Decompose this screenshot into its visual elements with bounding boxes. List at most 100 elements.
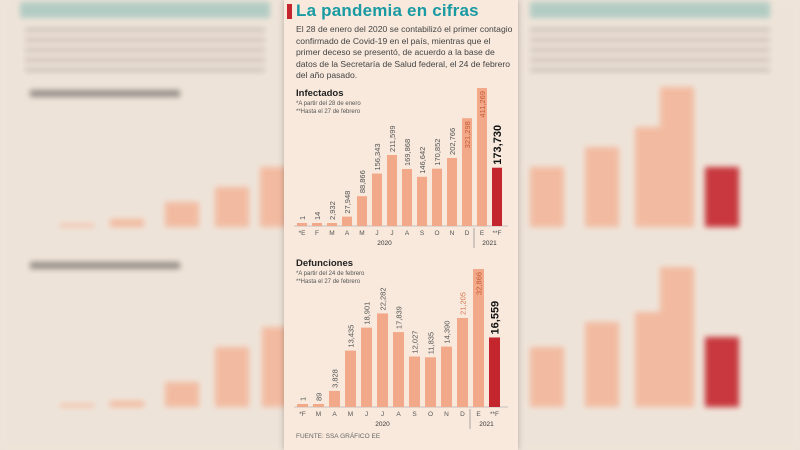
bg-bar — [660, 87, 694, 227]
chart-title: Defunciones — [296, 258, 353, 269]
year-label: 2021 — [482, 240, 497, 247]
chart-note: **Hasta el 27 de febrero — [296, 279, 361, 285]
value-label: 21,205 — [459, 292, 468, 315]
intro-text: El 28 de enero del 2020 se contabilizó e… — [296, 24, 513, 80]
bg-text-line — [25, 38, 265, 42]
value-label: 14,390 — [443, 321, 452, 344]
chart-note: *A partir del 24 de febrero — [296, 271, 365, 277]
x-tick-label: A — [405, 230, 410, 237]
bg-bar — [165, 202, 199, 227]
value-label: 170,852 — [433, 139, 442, 166]
value-label: 13,435 — [347, 325, 356, 348]
value-label: 2,932 — [328, 201, 337, 220]
bg-bar — [60, 404, 94, 407]
x-tick-label: J — [381, 411, 384, 418]
value-label: 321,298 — [463, 121, 472, 148]
bg-bar — [530, 167, 564, 227]
bg-text-line — [25, 58, 265, 62]
bar — [329, 390, 340, 407]
x-tick-label: F — [315, 230, 319, 237]
bar — [417, 176, 427, 226]
value-label: 17,839 — [395, 306, 404, 329]
bg-bar — [110, 401, 144, 407]
bar — [447, 157, 457, 226]
bar — [462, 118, 472, 226]
year-label: 2020 — [377, 240, 392, 247]
chart-note: *A partir del 28 de enero — [296, 101, 361, 107]
x-tick-label: J — [365, 411, 368, 418]
x-tick-label: M — [329, 230, 334, 237]
bg-bar — [215, 187, 249, 227]
bg-text-line — [25, 48, 265, 52]
value-label: 1 — [299, 397, 308, 401]
bar — [457, 317, 468, 407]
bg-bar — [585, 322, 619, 407]
x-tick-label: A — [345, 230, 350, 237]
bar — [372, 173, 382, 226]
x-tick-label: J — [390, 230, 393, 237]
source-text: FUENTE: SSA GRÁFICO EE — [296, 431, 381, 440]
bg-text-line — [530, 48, 770, 52]
value-label: 3,828 — [331, 369, 340, 388]
bg-text-line — [25, 28, 265, 32]
bar — [297, 404, 308, 407]
bar — [492, 167, 502, 226]
bar — [361, 327, 372, 407]
value-label: 211,599 — [388, 125, 397, 152]
year-label: 2020 — [375, 421, 390, 428]
bar — [342, 216, 352, 226]
bg-bar — [165, 382, 199, 407]
value-label: 146,642 — [418, 147, 427, 174]
bg-bar — [705, 337, 739, 407]
value-label: 11,835 — [427, 332, 436, 354]
x-tick-label: D — [460, 411, 465, 418]
bar — [312, 223, 322, 226]
bar — [489, 337, 500, 407]
value-label: 1 — [298, 216, 307, 220]
value-label: 89 — [315, 393, 324, 401]
x-tick-label: S — [412, 411, 417, 418]
x-tick-label: *F — [299, 411, 306, 418]
value-label: 173,730 — [492, 125, 504, 165]
bg-heading — [30, 262, 180, 269]
bg-heading — [30, 90, 180, 97]
value-label: 14 — [313, 212, 322, 220]
x-tick-label: N — [444, 411, 449, 418]
infographic-panel: La pandemia en cifras El 28 de enero del… — [284, 0, 518, 450]
x-tick-label: N — [450, 230, 455, 237]
bar — [477, 88, 487, 226]
value-label: 12,027 — [411, 331, 420, 354]
bg-bar — [60, 224, 94, 227]
chart-note: **Hasta el 27 de febrero — [296, 109, 361, 115]
x-tick-label: M — [348, 411, 353, 418]
value-label: 18,901 — [363, 302, 372, 325]
x-tick-label: J — [375, 230, 378, 237]
x-tick-label: O — [434, 230, 439, 237]
bar — [432, 168, 442, 226]
bar — [425, 357, 436, 407]
bg-text-line — [530, 58, 770, 62]
bg-title-left — [20, 2, 270, 18]
bg-bar — [530, 347, 564, 407]
bar — [409, 356, 420, 407]
x-tick-label: **F — [492, 230, 501, 237]
x-tick-label: E — [476, 411, 481, 418]
value-label: 32,866 — [475, 272, 484, 295]
value-label: 27,948 — [343, 191, 352, 214]
bg-bar — [110, 219, 144, 227]
bar — [327, 223, 337, 226]
x-tick-label: M — [316, 411, 321, 418]
bg-bar — [215, 347, 249, 407]
value-label: 16,559 — [490, 301, 502, 335]
bg-bar — [585, 147, 619, 227]
chart-title: Infectados — [296, 88, 344, 99]
page-title: La pandemia en cifras — [296, 1, 479, 20]
x-tick-label: M — [359, 230, 364, 237]
title-marker — [287, 4, 292, 19]
bg-text-line — [25, 68, 265, 72]
bar — [345, 350, 356, 407]
x-tick-label: **F — [490, 411, 499, 418]
value-label: 202,766 — [448, 128, 457, 155]
x-tick-label: A — [396, 411, 401, 418]
bar — [402, 169, 412, 226]
